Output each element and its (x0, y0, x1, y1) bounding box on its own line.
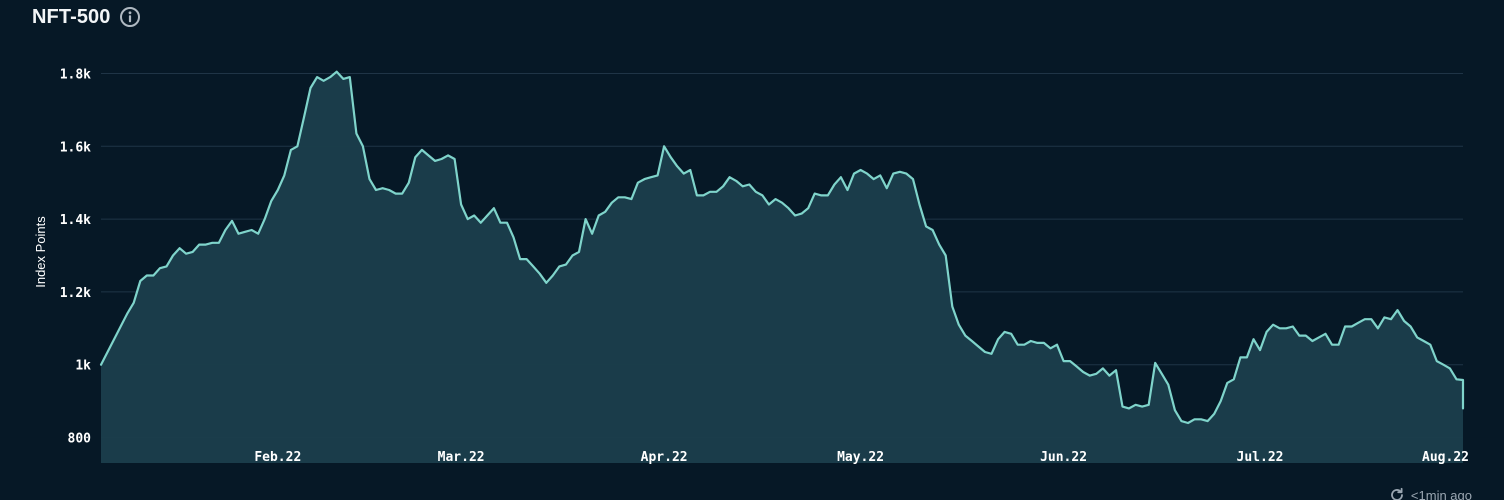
y-tick-label: 1k (75, 359, 91, 374)
y-tick-label: 1.6k (60, 140, 91, 155)
y-axis: 800 1k 1.2k 1.4k 1.6k 1.8k (60, 67, 91, 446)
last-updated: <1min ago (1389, 486, 1472, 500)
y-axis-title: Index Points (33, 216, 48, 288)
chart-title: NFT-500 (32, 5, 111, 28)
y-tick-label: 800 (68, 432, 92, 447)
x-tick-label: May.22 (837, 450, 884, 465)
info-circle-icon[interactable] (119, 6, 141, 28)
x-tick-label: Jul.22 (1237, 450, 1284, 465)
y-tick-label: 1.2k (60, 286, 91, 301)
series-line (99, 70, 1465, 425)
x-tick-label: Mar.22 (438, 450, 485, 465)
x-tick-label: Aug.22 (1422, 450, 1469, 465)
refresh-icon[interactable] (1389, 487, 1405, 500)
y-tick-label: 1.4k (60, 213, 91, 228)
x-tick-label: Feb.22 (254, 450, 301, 465)
series-area (101, 71, 1463, 463)
x-tick-label: Jun.22 (1040, 450, 1087, 465)
chart-header: NFT-500 (32, 3, 141, 31)
x-axis: Feb.22 Mar.22 Apr.22 May.22 Jun.22 Jul.22 Aug.… (254, 450, 1469, 465)
y-tick-label: 1.8k (60, 67, 91, 82)
x-tick-label: Apr.22 (641, 450, 688, 465)
area-layer (101, 71, 1463, 463)
line-layer (99, 70, 1465, 425)
updated-text: <1min ago (1410, 487, 1472, 500)
